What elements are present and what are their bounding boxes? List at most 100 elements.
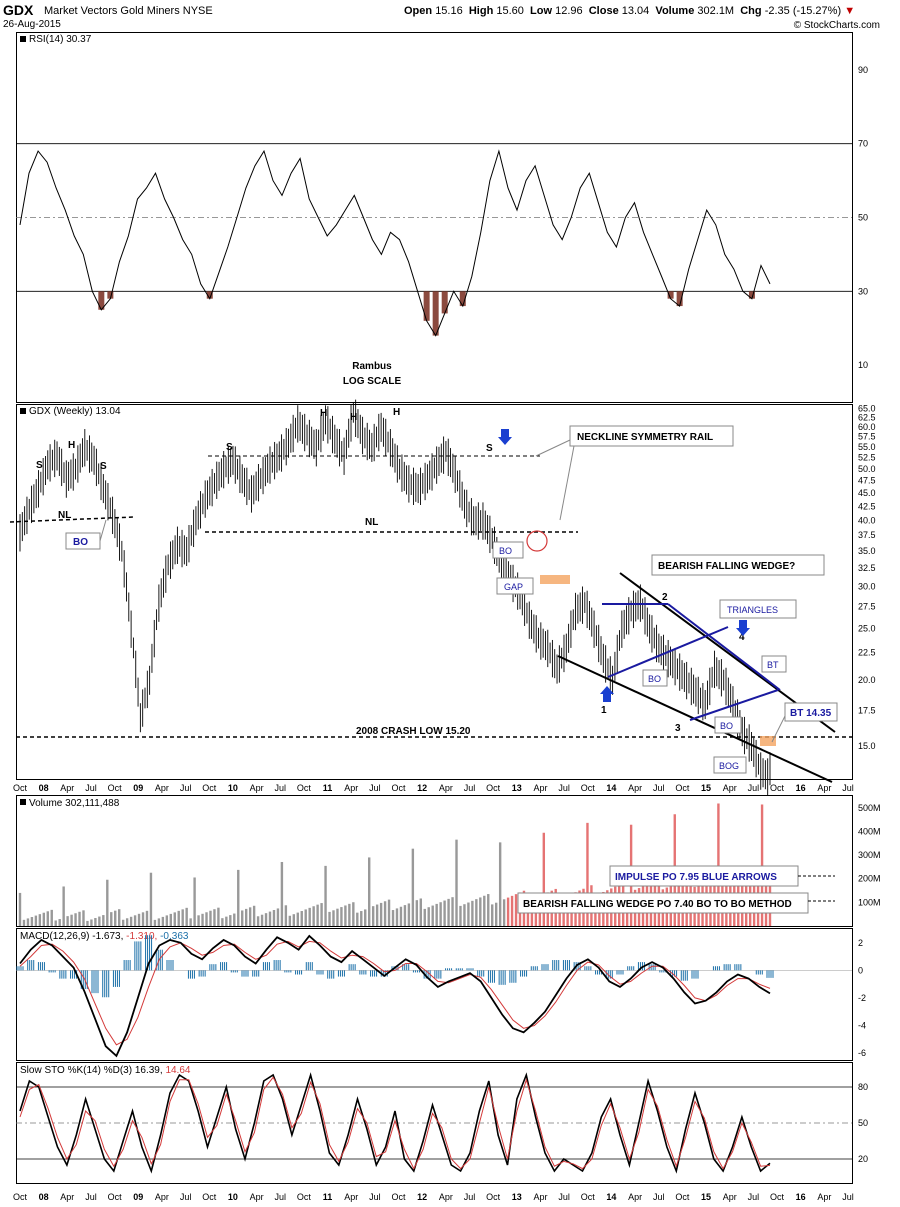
volume-value: 302.1M — [697, 5, 735, 17]
crash-low-label: 2008 CRASH LOW 15.20 — [356, 726, 471, 737]
volume-bar — [459, 905, 462, 926]
volume-ytick: 200M — [858, 874, 881, 884]
rsi-panel-frame — [16, 32, 853, 403]
sto-d-label: 14.64 — [165, 1065, 190, 1076]
bo-label-1: BO — [73, 537, 88, 548]
x-axis-label: Oct — [675, 1192, 690, 1202]
price-ytick: 45.0 — [858, 488, 876, 498]
x-axis-label: Oct — [392, 1192, 407, 1202]
volume-bar — [58, 919, 61, 926]
volume-bar — [336, 908, 339, 926]
x-axis-label: Apr — [533, 783, 547, 793]
neckline-rail-label: NECKLINE SYMMETRY RAIL — [577, 432, 713, 443]
sto-d-line — [19, 1076, 771, 1170]
volume-bar — [383, 901, 387, 926]
x-axis-label: Apr — [344, 1192, 358, 1202]
volume-bar — [74, 913, 77, 926]
x-axis-label: Oct — [581, 1192, 596, 1202]
neckline-rail-pointer-2 — [559, 445, 575, 521]
volume-bar — [320, 903, 323, 926]
price-ytick: 55.0 — [858, 442, 876, 452]
x-axis-label: Jul — [464, 1192, 476, 1202]
volume-bar — [34, 915, 38, 926]
volume-bar — [280, 861, 284, 926]
price-ytick: 22.5 — [858, 648, 876, 658]
macd-ytick: -4 — [858, 1021, 866, 1031]
volume-bar — [348, 903, 351, 926]
x-axis-label: 13 — [512, 783, 522, 793]
volume-bar — [217, 907, 220, 926]
x-axis-label: Apr — [817, 783, 831, 793]
bo-label-4: BO — [720, 721, 733, 731]
price-ytick: 30.0 — [858, 581, 876, 591]
volume-bar — [375, 904, 379, 926]
volume-bar — [157, 918, 161, 926]
volume-bar — [233, 913, 236, 926]
wedge-po-box — [517, 892, 809, 914]
bt-1435-pointer — [771, 715, 786, 743]
bt-1435-box — [784, 702, 838, 722]
volume-label: Volume — [655, 5, 695, 17]
x-axis-label: Oct — [297, 783, 312, 793]
bog-box — [713, 756, 747, 774]
volume-bar — [30, 917, 34, 926]
x-axis-label: Apr — [817, 1192, 831, 1202]
x-axis-label: Oct — [392, 783, 407, 793]
x-axis-label: Oct — [108, 1192, 123, 1202]
volume-bar — [94, 918, 97, 926]
volume-bar — [475, 899, 478, 926]
sto-ytick: 20 — [858, 1154, 868, 1164]
x-axis-label: Apr — [533, 1192, 547, 1202]
sto-panel: 80 50 20 — [16, 1072, 868, 1174]
x-axis-label: Apr — [60, 1192, 74, 1202]
volume-bar — [149, 872, 153, 926]
macd-main-label: MACD(12,26,9) -1.673, — [20, 931, 123, 942]
volume-bar — [340, 907, 343, 926]
bo-box-4 — [714, 716, 742, 734]
triangles-label: TRIANGLES — [727, 605, 778, 615]
volume-bar — [292, 914, 296, 926]
nl-label: NL — [365, 517, 378, 528]
rsi-oversold-fill — [98, 291, 105, 310]
arrow-down-icon — [498, 429, 512, 445]
x-axis-label: 14 — [606, 1192, 616, 1202]
volume-bar — [498, 842, 502, 926]
volume-bar — [332, 910, 335, 926]
volume-bar — [54, 920, 57, 926]
bog-label: BOG — [719, 761, 739, 771]
x-axis-label: 08 — [39, 783, 49, 793]
volume-bar — [487, 894, 490, 926]
volume-bar — [177, 910, 180, 926]
volume-bar — [78, 911, 81, 926]
down-arrow-icon: ▼ — [844, 5, 856, 17]
x-axis-label: Apr — [250, 783, 264, 793]
volume-bar — [463, 904, 466, 926]
volume-bar — [760, 804, 764, 926]
x-axis-label: Jul — [653, 1192, 665, 1202]
volume-bar — [379, 902, 383, 926]
low-label: Low — [530, 5, 553, 17]
early-neckline — [9, 516, 135, 523]
volume-bar — [90, 919, 93, 926]
sto-main-label: Slow STO %K(14) %D(3) 16.39, — [20, 1065, 163, 1076]
volume-bar — [316, 904, 319, 926]
price-ytick: 47.5 — [858, 476, 876, 486]
volume-bar — [181, 909, 184, 926]
volume-legend-icon — [20, 799, 26, 805]
arrow-up-icon — [600, 686, 614, 702]
volume-bar — [209, 910, 212, 926]
hs-label-h2: H — [320, 408, 327, 419]
wedge-po-label: BEARISH FALLING WEDGE PO 7.40 BO TO BO M… — [523, 899, 792, 910]
price-ytick: 37.5 — [858, 530, 876, 540]
volume-bar — [431, 905, 434, 926]
volume-bar — [133, 915, 137, 926]
wedge-box — [651, 554, 825, 576]
hs-label-h1: H — [68, 440, 75, 451]
quote-summary: Open 15.16 High 15.60 Low 12.96 Close 13… — [404, 5, 855, 17]
volume-annotations: IMPULSE PO 7.95 BLUE ARROWS BEARISH FALL… — [517, 865, 835, 914]
x-axis-label: 15 — [701, 1192, 711, 1202]
volume-bar — [427, 907, 430, 926]
price-panel-frame — [16, 404, 853, 780]
volume-bar — [288, 915, 292, 926]
price-ytick: 65.0 — [858, 404, 876, 414]
